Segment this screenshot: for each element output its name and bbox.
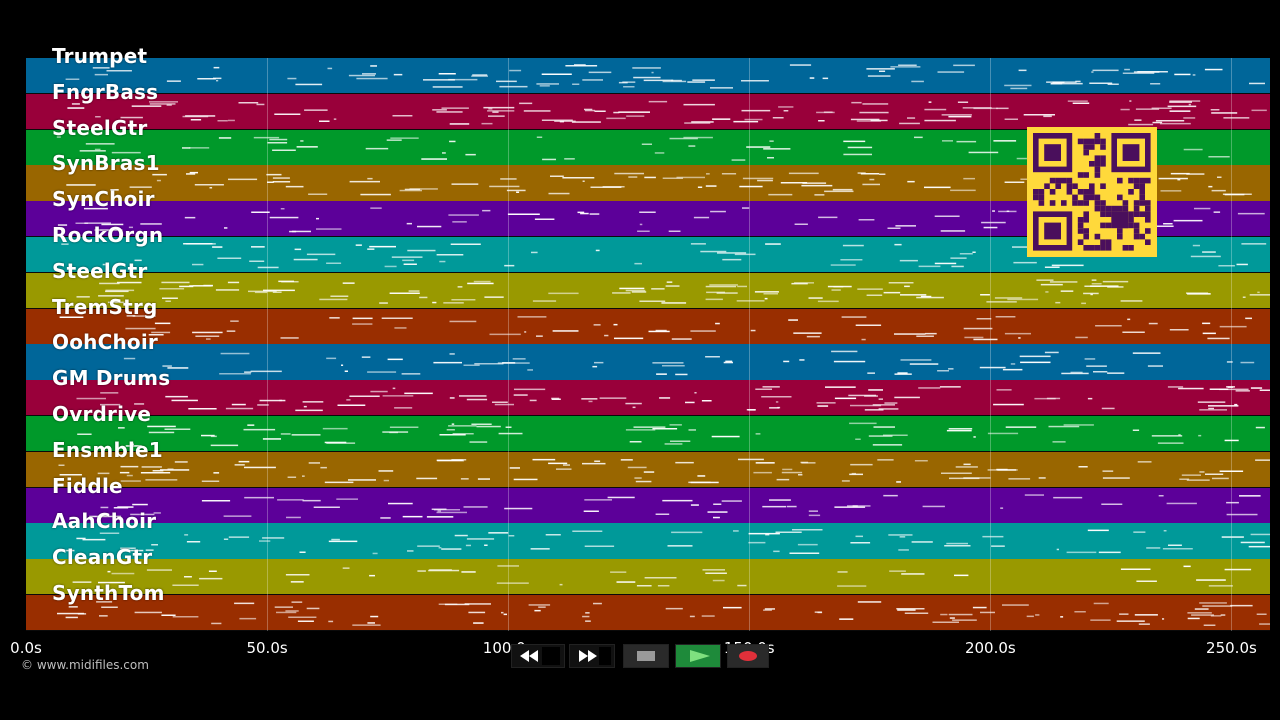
track-label: Ovrdrive bbox=[52, 402, 152, 426]
track-label: Trumpet bbox=[52, 44, 148, 68]
fast-forward-icon bbox=[579, 647, 611, 665]
track-label: SynBras1 bbox=[52, 151, 160, 176]
track-label: OohChoir bbox=[52, 330, 158, 355]
track-label: Ensmble1 bbox=[52, 437, 163, 462]
rewind-icon bbox=[520, 647, 560, 665]
track-lane bbox=[26, 308, 1270, 345]
track-lane bbox=[26, 344, 1270, 381]
track-lane bbox=[26, 451, 1270, 489]
playback-controls bbox=[511, 644, 769, 668]
note-texture bbox=[67, 100, 1267, 126]
track-label: TremStrg bbox=[52, 294, 158, 319]
qr-code bbox=[1027, 127, 1157, 257]
note-texture bbox=[66, 529, 1270, 555]
track-label: SynChoir bbox=[52, 187, 155, 212]
track-lane bbox=[26, 523, 1270, 560]
track-label: RockOrgn bbox=[52, 223, 164, 247]
record-button[interactable] bbox=[727, 644, 769, 668]
play-icon bbox=[690, 650, 710, 662]
note-texture bbox=[66, 172, 1252, 196]
track-label: AahChoir bbox=[52, 509, 157, 534]
track-label: FngrBass bbox=[52, 79, 159, 104]
track-label: SynthTom bbox=[52, 581, 165, 605]
track-lane bbox=[26, 93, 1270, 131]
track-lane bbox=[26, 559, 1270, 596]
time-tick-label: 250.0s bbox=[1206, 639, 1257, 657]
note-texture bbox=[57, 601, 1270, 626]
track-lane bbox=[26, 487, 1270, 524]
copyright-text: © www.midifiles.com bbox=[21, 658, 149, 672]
track-label: CleanGtr bbox=[52, 545, 153, 570]
rewind-button[interactable] bbox=[511, 644, 565, 668]
note-texture bbox=[123, 351, 1255, 376]
note-texture bbox=[76, 386, 1270, 412]
note-texture bbox=[56, 135, 1230, 161]
play-button[interactable] bbox=[675, 644, 721, 668]
track-label: SteelGtr bbox=[52, 258, 148, 283]
time-tick-label: 200.0s bbox=[964, 639, 1016, 657]
record-icon bbox=[739, 651, 757, 661]
stop-button[interactable] bbox=[623, 644, 669, 668]
track-label: Fiddle bbox=[52, 473, 123, 498]
note-texture bbox=[76, 279, 1270, 304]
track-lane bbox=[26, 595, 1270, 632]
time-tick-label: 50.0s bbox=[246, 639, 288, 657]
note-texture bbox=[59, 314, 1252, 340]
stop-icon bbox=[637, 651, 655, 661]
time-tick-label: 0.0s bbox=[10, 639, 42, 657]
note-texture bbox=[77, 422, 1265, 447]
track-lane bbox=[26, 380, 1270, 417]
note-texture bbox=[58, 458, 1270, 483]
track-lane bbox=[26, 416, 1270, 453]
track-lane bbox=[26, 58, 1270, 95]
fast-forward-button[interactable] bbox=[569, 644, 615, 668]
note-texture bbox=[65, 64, 1265, 90]
track-lane bbox=[26, 272, 1270, 310]
note-texture bbox=[72, 565, 1252, 587]
note-texture bbox=[89, 493, 1261, 519]
track-label: SteelGtr bbox=[52, 115, 148, 140]
track-label: GM Drums bbox=[52, 366, 171, 391]
